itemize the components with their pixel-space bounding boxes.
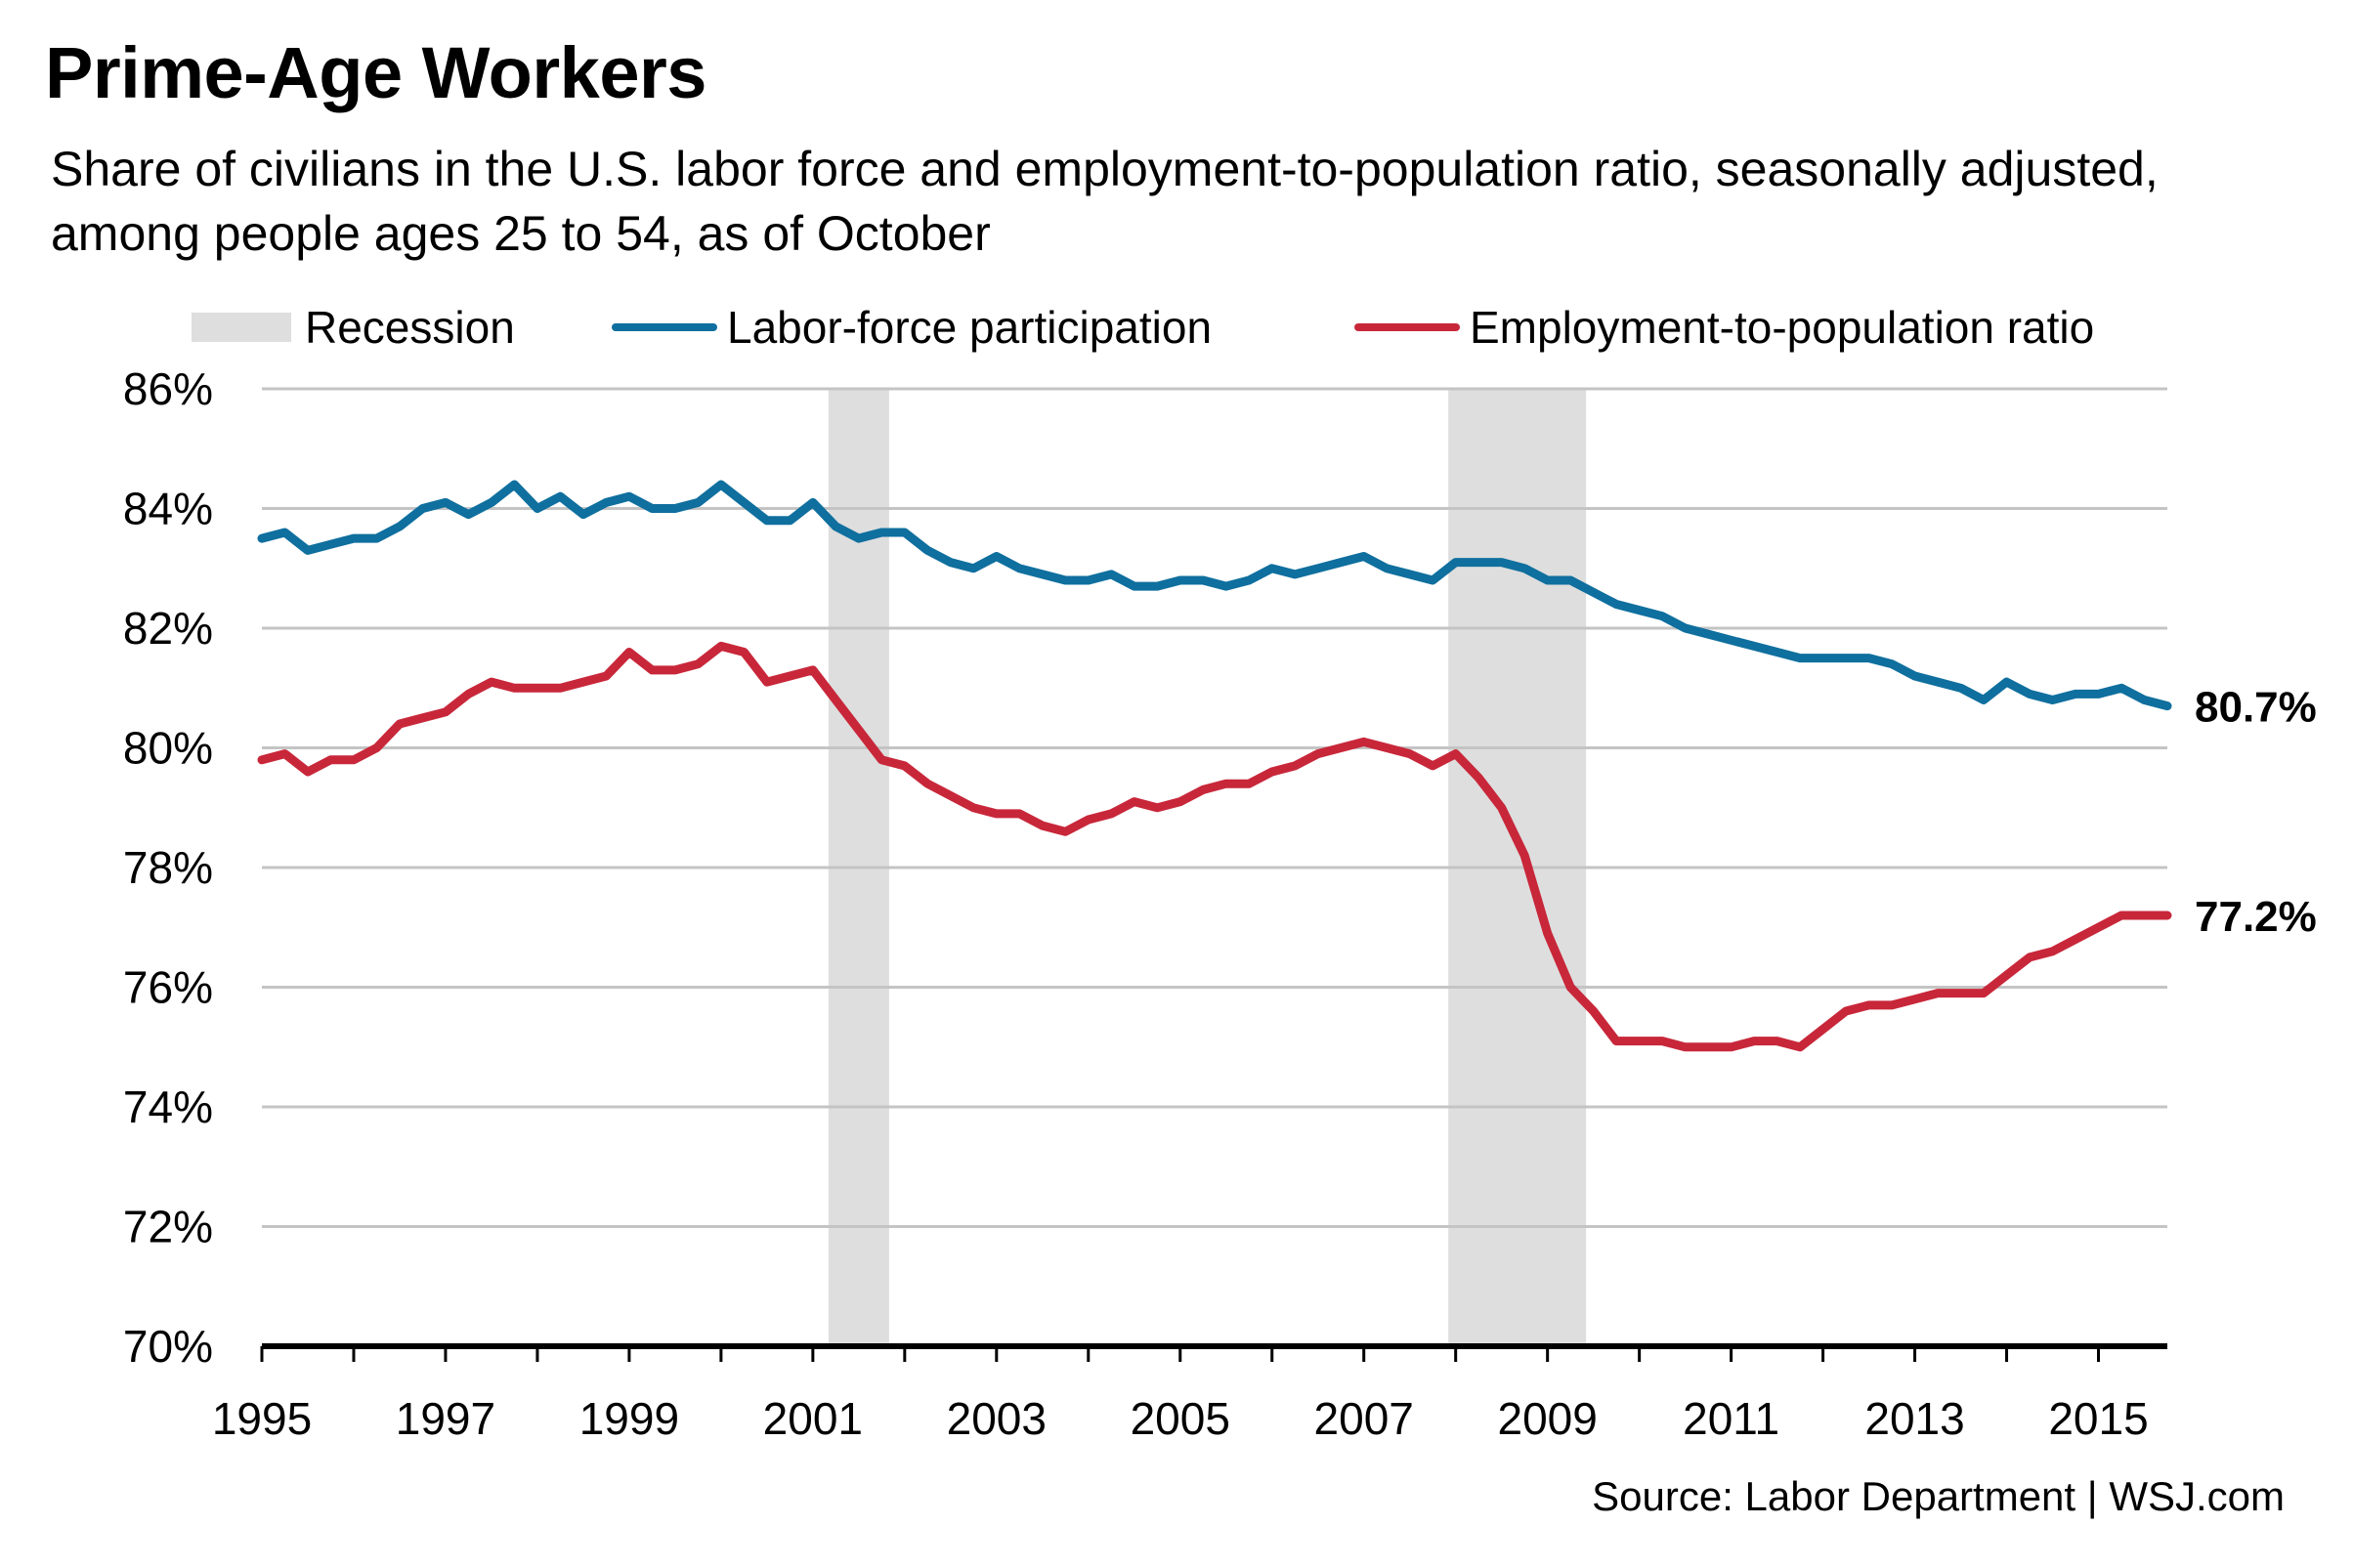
series-end-label-0: 80.7% [2195, 684, 2317, 732]
legend-swatch-recession [192, 313, 291, 342]
legend-label-recession: Recession [305, 302, 515, 353]
y-tick-label: 74% [123, 1081, 213, 1132]
x-tick-label: 2011 [1683, 1393, 1779, 1444]
legend-item-lfp: Labor-force participation [612, 293, 1212, 361]
legend-label-epop: Employment-to-population ratio [1470, 302, 2095, 353]
y-tick-label: 78% [123, 842, 213, 893]
chart-title: Prime-Age Workers [45, 32, 706, 113]
x-tick-label: 2001 [763, 1393, 863, 1444]
x-tick-label: 2007 [1314, 1393, 1414, 1444]
y-tick-label: 82% [123, 603, 213, 654]
series-end-label-1: 77.2% [2195, 893, 2317, 941]
chart-legend: Recession Labor-force participation Empl… [0, 293, 2353, 361]
x-tick-label: 1999 [579, 1393, 679, 1444]
x-tick-label: 2005 [1131, 1393, 1230, 1444]
x-tick-label: 2013 [1864, 1393, 1964, 1444]
source-note: Source: Labor Department | WSJ.com [1592, 1473, 2285, 1519]
y-tick-label: 72% [123, 1202, 213, 1252]
y-tick-label: 70% [123, 1321, 213, 1372]
chart-subtitle: Share of civilians in the U.S. labor for… [51, 142, 2159, 261]
series-line-0 [257, 480, 2172, 711]
y-tick-label: 76% [123, 962, 213, 1013]
y-tick-label: 84% [123, 484, 213, 534]
legend-item-epop: Employment-to-population ratio [1354, 293, 2094, 361]
legend-label-lfp: Labor-force participation [727, 302, 1213, 353]
legend-item-recession: Recession [192, 293, 515, 361]
series-line-1 [257, 641, 2172, 1052]
legend-swatch-lfp [612, 323, 717, 331]
y-tick-label: 80% [123, 723, 213, 774]
x-tick-label: 1995 [212, 1393, 312, 1444]
x-tick-label: 2015 [2048, 1393, 2148, 1444]
y-tick-label: 86% [123, 363, 213, 414]
x-tick-label: 2003 [947, 1393, 1047, 1444]
legend-swatch-epop [1354, 323, 1460, 331]
x-tick-label: 1997 [396, 1393, 495, 1444]
x-tick-label: 2009 [1497, 1393, 1597, 1444]
